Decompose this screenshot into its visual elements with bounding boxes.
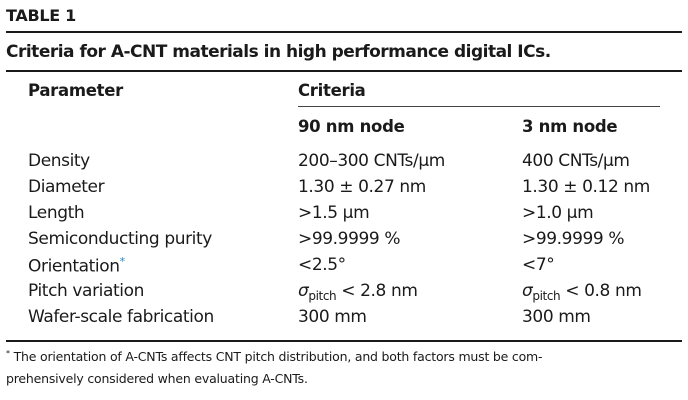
- row-3nm-value: >1.0 μm: [522, 203, 594, 223]
- value-text: 200–300 CNTs/μm: [298, 151, 445, 171]
- row-3nm-value: 1.30 ± 0.12 nm: [522, 177, 650, 197]
- row-parameter: Length: [28, 203, 85, 223]
- top-rule: [6, 31, 682, 33]
- row-90nm-value: σpitch < 2.8 nm: [298, 281, 418, 303]
- row-90nm-value: 1.30 ± 0.27 nm: [298, 177, 426, 197]
- parameter-text: Semiconducting purity: [28, 229, 212, 249]
- row-90nm-value: 300 mm: [298, 307, 367, 327]
- value-text: < 0.8 nm: [560, 281, 642, 301]
- row-90nm-value: <2.5°: [298, 255, 346, 275]
- value-text: 300 mm: [298, 307, 367, 327]
- parameter-text: Length: [28, 203, 85, 223]
- row-3nm-value: >99.9999 %: [522, 229, 625, 249]
- value-text: >99.9999 %: [298, 229, 401, 249]
- value-text: >99.9999 %: [522, 229, 625, 249]
- value-text: 400 CNTs/μm: [522, 151, 630, 171]
- value-text: 1.30 ± 0.27 nm: [298, 177, 426, 197]
- header-90nm: 90 nm node: [298, 117, 405, 136]
- value-text: 300 mm: [522, 307, 591, 327]
- sigma-symbol: σ: [298, 281, 309, 301]
- footnote-line-2: prehensively considered when evaluating …: [6, 371, 308, 386]
- row-3nm-value: 300 mm: [522, 307, 591, 327]
- caption-rule: [6, 70, 682, 72]
- subscript: pitch: [532, 289, 561, 303]
- row-parameter: Semiconducting purity: [28, 229, 212, 249]
- row-90nm-value: >1.5 μm: [298, 203, 370, 223]
- value-text: <2.5°: [298, 255, 346, 275]
- parameter-text: Density: [28, 151, 90, 171]
- header-criteria: Criteria: [298, 81, 366, 100]
- bottom-rule: [6, 340, 682, 342]
- row-3nm-value: 400 CNTs/μm: [522, 151, 630, 171]
- table-label: TABLE 1: [6, 6, 76, 25]
- parameter-text: Pitch variation: [28, 281, 144, 301]
- row-90nm-value: 200–300 CNTs/μm: [298, 151, 445, 171]
- row-parameter: Diameter: [28, 177, 105, 197]
- parameter-text: Wafer-scale fabrication: [28, 307, 214, 327]
- header-parameter: Parameter: [28, 81, 123, 100]
- parameter-text: Diameter: [28, 177, 105, 197]
- row-parameter: Wafer-scale fabrication: [28, 307, 214, 327]
- footnote-ref: *: [119, 255, 126, 268]
- row-3nm-value: σpitch < 0.8 nm: [522, 281, 642, 303]
- criteria-rule: [298, 106, 660, 107]
- footnote-mark: *: [6, 349, 10, 358]
- value-text: 1.30 ± 0.12 nm: [522, 177, 650, 197]
- value-text: >1.0 μm: [522, 203, 594, 223]
- row-parameter: Pitch variation: [28, 281, 144, 301]
- footnote-line-1: * The orientation of A-CNTs affects CNT …: [6, 349, 543, 365]
- parameter-text: Orientation: [28, 256, 120, 277]
- header-3nm: 3 nm node: [522, 117, 618, 136]
- value-text: <7°: [522, 255, 555, 275]
- row-parameter: Orientation*: [28, 255, 125, 277]
- sigma-symbol: σ: [522, 281, 533, 301]
- row-3nm-value: <7°: [522, 255, 555, 275]
- row-90nm-value: >99.9999 %: [298, 229, 401, 249]
- table-caption: Criteria for A-CNT materials in high per…: [6, 42, 551, 62]
- subscript: pitch: [308, 289, 337, 303]
- row-parameter: Density: [28, 151, 90, 171]
- value-text: >1.5 μm: [298, 203, 370, 223]
- value-text: < 2.8 nm: [336, 281, 418, 301]
- footnote-text-1: The orientation of A-CNTs affects CNT pi…: [13, 349, 543, 365]
